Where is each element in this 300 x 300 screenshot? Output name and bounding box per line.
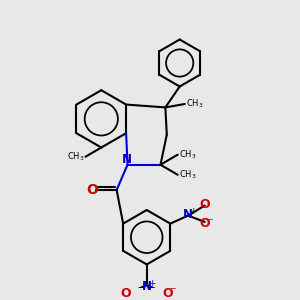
Text: CH$_3$: CH$_3$ xyxy=(67,151,84,163)
Text: N: N xyxy=(142,280,152,293)
Text: CH$_3$: CH$_3$ xyxy=(186,98,203,110)
Text: +: + xyxy=(148,279,156,288)
Text: CH$_3$: CH$_3$ xyxy=(179,169,196,181)
Text: N: N xyxy=(122,153,132,166)
Text: N: N xyxy=(183,208,193,221)
Text: O: O xyxy=(120,286,131,300)
Text: $^-$: $^-$ xyxy=(205,217,214,227)
Text: O: O xyxy=(163,286,173,300)
Text: O: O xyxy=(200,198,210,211)
Text: $^-$: $^-$ xyxy=(169,286,178,296)
Text: +: + xyxy=(189,207,197,216)
Text: O: O xyxy=(86,183,98,197)
Text: CH$_3$: CH$_3$ xyxy=(179,148,196,161)
Text: O: O xyxy=(200,217,210,230)
